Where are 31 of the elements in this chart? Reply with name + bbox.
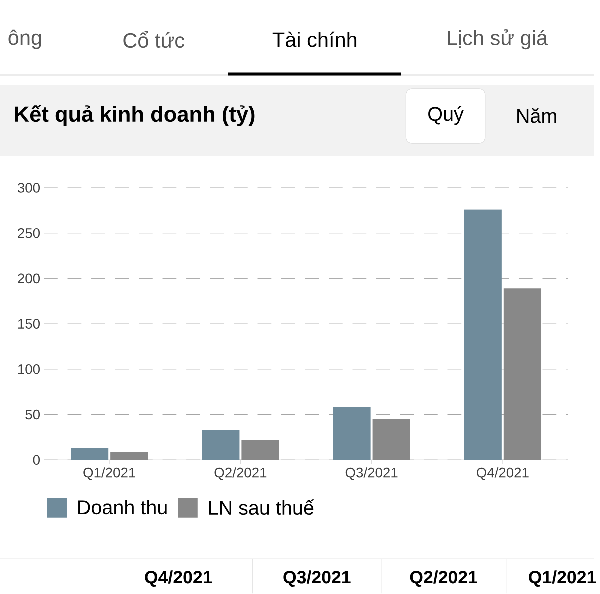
text: Q3/2021 <box>284 570 351 588</box>
y-tick-label: 300 <box>18 183 40 193</box>
y-tick-label: 50 <box>26 410 40 420</box>
x-tick-label: Q4/2021 <box>476 468 529 480</box>
legend-label: LN sau thuế <box>209 500 314 516</box>
y-tick-label: 150 <box>18 319 40 330</box>
y-tick-label: 200 <box>18 274 40 284</box>
bar <box>202 430 240 460</box>
x-tick-label: Q2/2021 <box>214 468 267 480</box>
text: Q2/2021 <box>410 570 478 588</box>
text: ông <box>8 30 42 50</box>
y-tick-label: 0 <box>33 455 40 466</box>
x-tick-label: Q3/2021 <box>346 468 398 480</box>
text: Lịch sử giá <box>448 30 548 50</box>
chart-title: Kết quả kinh doanh (tỷ) <box>15 105 255 126</box>
text: Tài chính <box>272 32 357 48</box>
y-tick-label: 250 <box>18 228 40 238</box>
y-tick-label: 100 <box>18 364 40 374</box>
bar <box>71 448 109 460</box>
bar <box>372 419 410 460</box>
bar <box>242 440 280 460</box>
x-tick-label: Q1/2021 <box>84 468 136 480</box>
bar <box>464 210 502 460</box>
legend-label: Doanh thu <box>78 500 167 515</box>
text: Q1/2021 <box>529 570 596 588</box>
bar <box>333 408 371 460</box>
text: Năm <box>518 108 556 124</box>
text: Quý <box>428 106 464 126</box>
bar <box>110 452 148 460</box>
text: Q4/2021 <box>145 570 212 588</box>
text: Cổ tức <box>124 31 184 48</box>
